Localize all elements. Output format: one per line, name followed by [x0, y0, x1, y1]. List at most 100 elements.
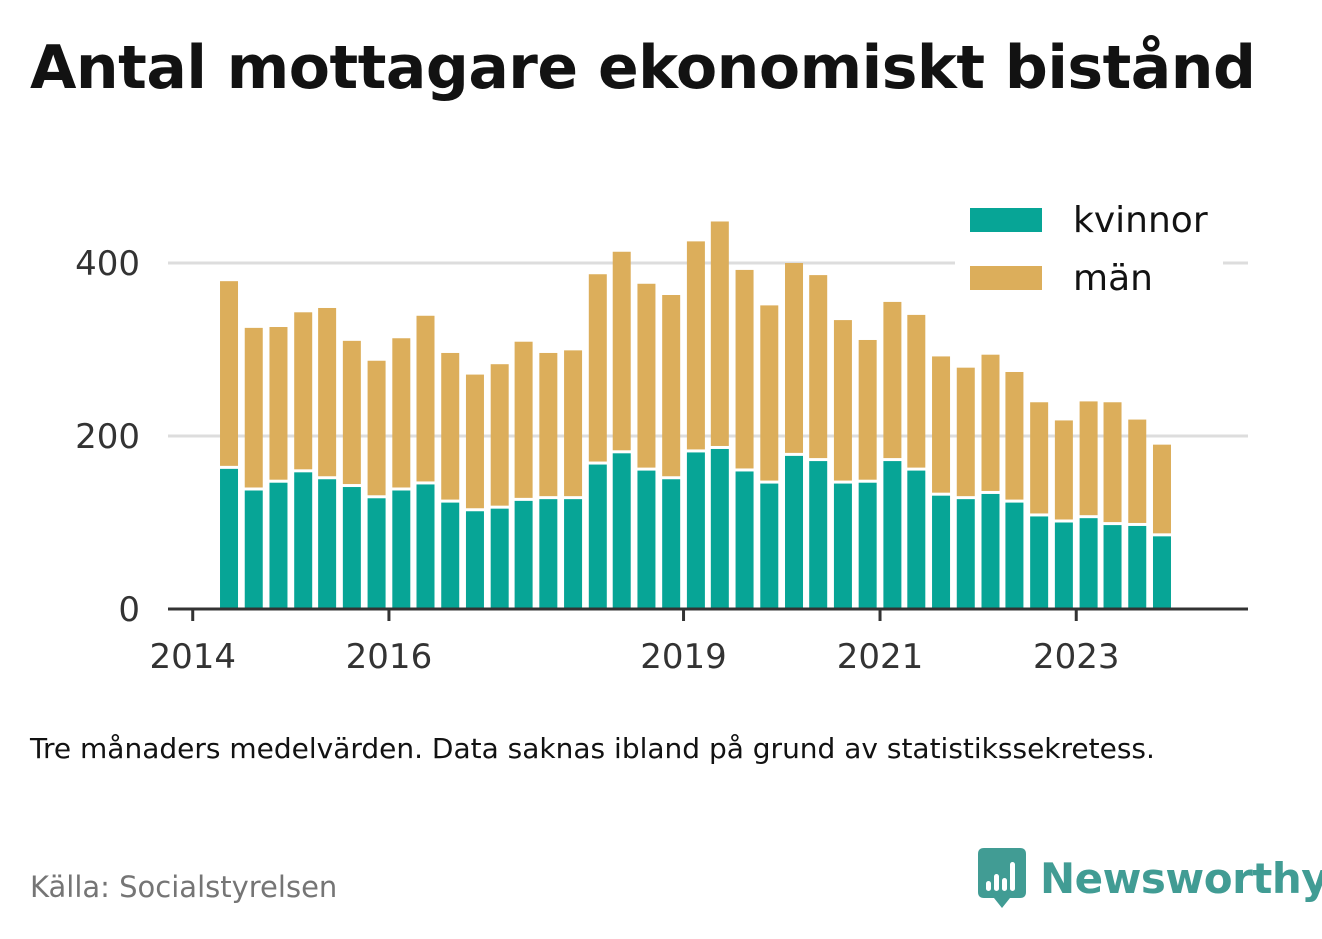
bar-chart: 0 200 400 2014 2016 2019 2021 2023 kvinnor män — [75, 196, 1248, 677]
chart-title: Antal mottagare ekonomiskt bistånd — [30, 33, 1256, 103]
bar-kvinnor — [539, 499, 558, 609]
bar-kvinnor — [564, 499, 583, 609]
brand-name: Newsworthy — [1040, 853, 1322, 903]
bars — [220, 221, 1171, 609]
legend-label-män: män — [1073, 258, 1153, 299]
bar-kvinnor — [710, 448, 729, 609]
bar-kvinnor — [956, 499, 975, 609]
bar-kvinnor — [907, 470, 926, 609]
bar-män — [981, 354, 1000, 491]
bar-män — [612, 251, 631, 451]
bar-män — [1005, 371, 1024, 500]
bar-män — [490, 364, 509, 506]
x-tick-label: 2021 — [837, 637, 924, 677]
bar-kvinnor — [244, 490, 263, 609]
y-tick-label: 400 — [75, 244, 140, 284]
bar-män — [465, 374, 484, 509]
bar-män — [735, 269, 754, 469]
bar-kvinnor — [416, 484, 435, 609]
legend-swatch-män — [970, 266, 1042, 290]
bar-män — [564, 350, 583, 497]
brand-logo: Newsworthy — [978, 848, 1322, 908]
bar-kvinnor — [392, 490, 411, 609]
bar-män — [294, 312, 313, 470]
bar-män — [809, 275, 828, 459]
bar-kvinnor — [809, 461, 828, 609]
bar-kvinnor — [318, 479, 337, 609]
bar-män — [932, 356, 951, 493]
bar-kvinnor — [760, 483, 779, 609]
legend: kvinnor män — [955, 196, 1223, 306]
bar-kvinnor — [1103, 525, 1122, 609]
bar-kvinnor — [1005, 502, 1024, 609]
bar-män — [710, 221, 729, 446]
bar-män — [637, 283, 656, 468]
bar-kvinnor — [833, 483, 852, 609]
bar-män — [367, 360, 386, 496]
bar-män — [883, 301, 902, 459]
bar-män — [269, 327, 288, 480]
source-text: Källa: Socialstyrelsen — [30, 870, 338, 904]
bar-kvinnor — [1054, 522, 1073, 609]
bar-män — [1030, 402, 1049, 514]
bar-män — [1103, 402, 1122, 523]
bar-män — [588, 274, 607, 462]
bar-män — [1152, 444, 1171, 534]
bar-män — [662, 295, 681, 477]
x-tick-label: 2016 — [346, 637, 433, 677]
bar-kvinnor — [637, 470, 656, 609]
bar-kvinnor — [441, 502, 460, 609]
bar-män — [416, 315, 435, 482]
bar-män — [318, 307, 337, 477]
bar-kvinnor — [981, 493, 1000, 609]
bar-kvinnor — [612, 453, 631, 609]
y-tick-label: 0 — [118, 590, 140, 630]
bar-kvinnor — [465, 511, 484, 609]
bar-män — [1079, 401, 1098, 516]
bar-kvinnor — [220, 468, 239, 609]
bar-kvinnor — [1152, 536, 1171, 609]
bar-kvinnor — [883, 461, 902, 609]
bar-kvinnor — [686, 452, 705, 609]
x-tick-label: 2014 — [149, 637, 236, 677]
x-tick-label: 2019 — [640, 637, 727, 677]
newsworthy-logo-icon — [978, 848, 1026, 908]
bar-män — [858, 339, 877, 480]
bar-män — [956, 367, 975, 497]
bar-män — [1128, 419, 1147, 523]
chart-note: Tre månaders medelvärden. Data saknas ib… — [30, 732, 1155, 765]
bar-män — [833, 320, 852, 481]
bar-kvinnor — [514, 500, 533, 609]
bar-kvinnor — [932, 495, 951, 609]
bar-kvinnor — [588, 464, 607, 609]
axes: 0 200 400 2014 2016 2019 2021 2023 — [75, 244, 1248, 677]
bar-kvinnor — [1128, 525, 1147, 609]
bar-män — [1054, 420, 1073, 520]
bar-kvinnor — [294, 472, 313, 609]
bar-kvinnor — [490, 508, 509, 609]
legend-label-kvinnor: kvinnor — [1073, 200, 1208, 241]
bar-män — [342, 340, 361, 485]
bar-män — [244, 327, 263, 488]
bar-kvinnor — [1030, 516, 1049, 609]
bar-kvinnor — [858, 482, 877, 609]
y-tick-label: 200 — [75, 417, 140, 457]
bar-män — [392, 338, 411, 488]
bar-kvinnor — [662, 479, 681, 609]
bar-män — [907, 314, 926, 468]
x-tick-label: 2023 — [1033, 637, 1120, 677]
bar-män — [760, 305, 779, 481]
bar-män — [220, 281, 239, 466]
bar-kvinnor — [269, 482, 288, 609]
bar-kvinnor — [342, 487, 361, 609]
bar-män — [539, 352, 558, 497]
bar-kvinnor — [785, 455, 804, 609]
bar-män — [686, 241, 705, 450]
bar-män — [514, 341, 533, 498]
bar-kvinnor — [1079, 518, 1098, 609]
legend-swatch-kvinnor — [970, 208, 1042, 232]
bar-män — [785, 263, 804, 453]
bar-kvinnor — [367, 498, 386, 609]
bar-män — [441, 352, 460, 500]
bar-kvinnor — [735, 471, 754, 609]
